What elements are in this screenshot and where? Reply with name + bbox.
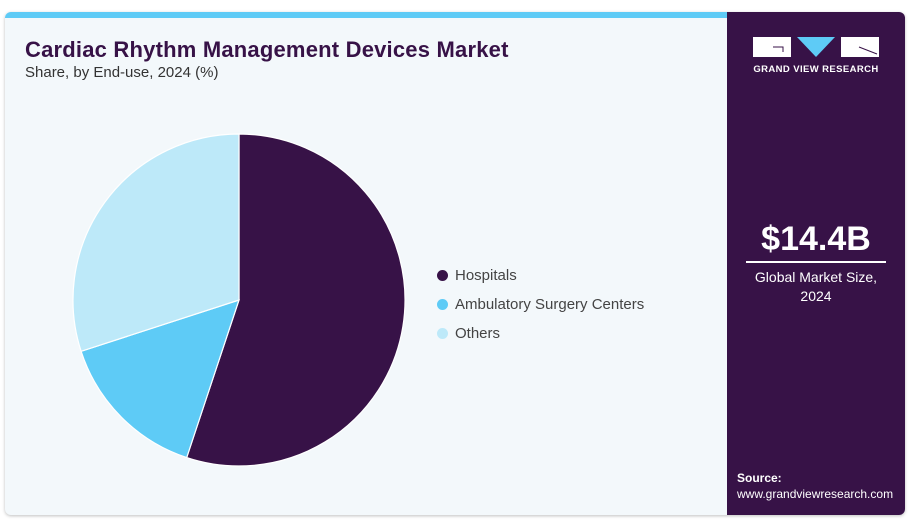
legend-item: Hospitals bbox=[437, 261, 644, 290]
market-size-label-line1: Global Market Size, bbox=[754, 269, 878, 285]
market-size-value: $14.4B bbox=[761, 220, 871, 258]
legend-item: Others bbox=[437, 319, 644, 348]
source-link[interactable]: www.grandviewresearch.com bbox=[737, 487, 894, 501]
legend-dot-icon bbox=[437, 299, 448, 310]
legend-dot-icon bbox=[437, 328, 448, 339]
chart-title: Cardiac Rhythm Management Devices Market bbox=[25, 37, 509, 62]
legend-label: Hospitals bbox=[455, 267, 517, 284]
accent-bar bbox=[5, 12, 727, 18]
legend-dot-icon bbox=[437, 270, 448, 281]
pie-chart bbox=[72, 133, 406, 467]
legend-item: Ambulatory Surgery Centers bbox=[437, 290, 644, 319]
source-heading: Source: bbox=[737, 471, 782, 485]
pie-slice-hospitals bbox=[185, 133, 406, 467]
pie-slice-others bbox=[72, 133, 240, 353]
legend-label: Others bbox=[455, 325, 501, 342]
legend: Hospitals Ambulatory Surgery Centers Other… bbox=[437, 261, 644, 348]
market-size-label-line2: 2024 bbox=[800, 288, 832, 304]
pie-slice-ambulatory-surgery-centers bbox=[80, 299, 240, 459]
info-panel: GRAND VIEW RESEARCH $14.4B Global Market… bbox=[727, 12, 905, 515]
chart-subtitle: Share, by End-use, 2024 (%) bbox=[25, 64, 219, 81]
brand-name: GRAND VIEW RESEARCH bbox=[753, 64, 879, 75]
divider bbox=[746, 261, 886, 263]
legend-label: Ambulatory Surgery Centers bbox=[455, 296, 645, 313]
grand-view-research-logo-icon bbox=[753, 37, 879, 57]
market-size-label: Global Market Size, 2024 bbox=[727, 268, 905, 306]
chart-card: Cardiac Rhythm Management Devices Market… bbox=[5, 12, 905, 515]
